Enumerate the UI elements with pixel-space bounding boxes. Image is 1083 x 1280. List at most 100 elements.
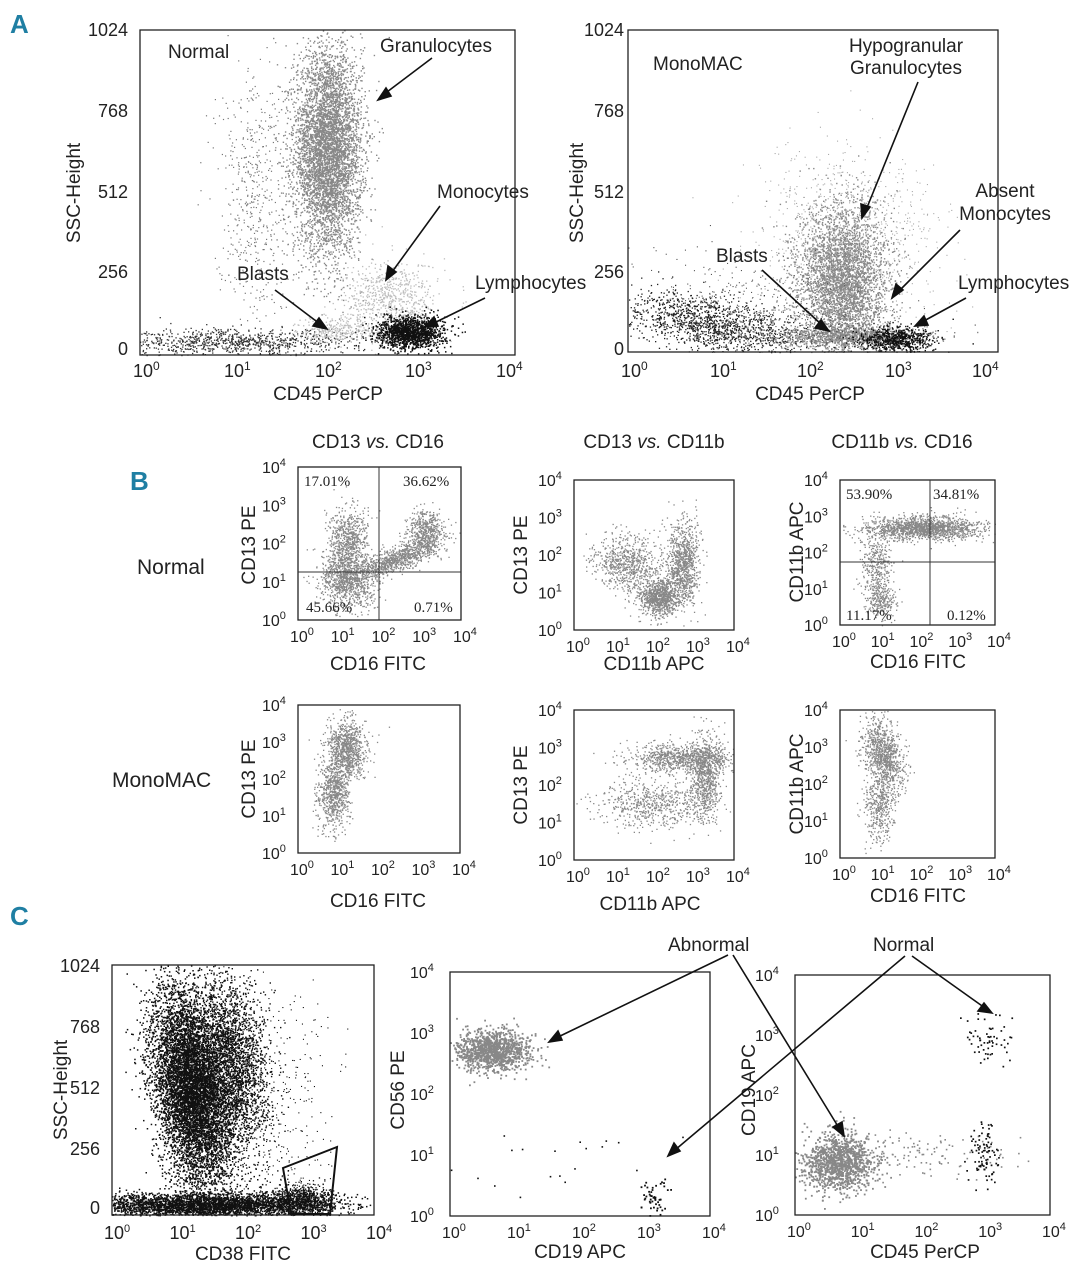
event-dot xyxy=(288,99,289,100)
event-dot xyxy=(301,137,302,138)
event-dot xyxy=(319,144,320,145)
event-dot xyxy=(336,91,337,92)
event-dot xyxy=(320,194,321,195)
event-dot xyxy=(351,131,352,132)
event-dot xyxy=(325,59,326,60)
event-dot xyxy=(382,128,383,129)
event-dot xyxy=(308,43,309,44)
event-dot xyxy=(330,238,331,239)
event-dot xyxy=(367,170,368,171)
event-dot xyxy=(314,279,315,280)
event-dot xyxy=(356,197,357,198)
event-dot xyxy=(314,146,315,147)
event-dot xyxy=(347,240,348,241)
event-dot xyxy=(309,122,310,123)
event-dot xyxy=(301,149,302,150)
event-dot xyxy=(344,69,345,70)
event-dot xyxy=(340,236,341,237)
event-dot xyxy=(333,79,334,80)
event-dot xyxy=(298,89,299,90)
event-dot xyxy=(329,82,330,83)
event-dot xyxy=(334,94,335,95)
event-dot xyxy=(351,223,352,224)
event-dot xyxy=(335,193,336,194)
event-dot xyxy=(306,139,307,140)
event-dot xyxy=(328,84,329,85)
event-dot xyxy=(348,115,349,116)
event-dot xyxy=(336,231,337,232)
event-dot xyxy=(349,105,350,106)
event-dot xyxy=(376,155,377,156)
event-dot xyxy=(296,183,297,184)
event-dot xyxy=(333,232,334,233)
event-dot xyxy=(295,205,296,206)
event-dot xyxy=(348,153,349,154)
event-dot xyxy=(319,103,320,104)
event-dot xyxy=(344,228,345,229)
event-dot xyxy=(356,77,357,78)
event-dot xyxy=(308,233,309,234)
event-dot xyxy=(333,257,334,258)
event-dot xyxy=(353,251,354,252)
event-dot xyxy=(313,256,314,257)
event-dot xyxy=(325,111,326,112)
event-dot xyxy=(316,100,317,101)
event-dot xyxy=(356,129,357,130)
event-dot xyxy=(314,106,315,107)
event-dot xyxy=(309,201,310,202)
event-dot xyxy=(319,191,320,192)
event-dot xyxy=(329,155,330,156)
event-dot xyxy=(289,111,290,112)
event-dot xyxy=(317,151,318,152)
event-dot xyxy=(355,163,356,164)
event-dot xyxy=(317,192,318,193)
event-dot xyxy=(338,110,339,111)
event-dot xyxy=(344,244,345,245)
event-dot xyxy=(325,240,326,241)
event-dot xyxy=(311,66,312,67)
event-dot xyxy=(345,93,346,94)
event-dot xyxy=(320,128,321,129)
event-dot xyxy=(331,145,332,146)
event-dot xyxy=(293,67,294,68)
event-dot xyxy=(309,226,310,227)
event-dot xyxy=(318,132,319,133)
event-dot xyxy=(333,72,334,73)
event-dot xyxy=(356,167,357,168)
panel-label-c: C xyxy=(10,901,29,931)
event-dot xyxy=(297,188,298,189)
event-dot xyxy=(350,71,351,72)
event-dot xyxy=(322,93,323,94)
event-dot xyxy=(313,162,314,163)
event-dot xyxy=(313,99,314,100)
event-dot xyxy=(313,98,314,99)
event-dot xyxy=(314,243,315,244)
event-dot xyxy=(310,92,311,93)
event-dot xyxy=(355,328,356,329)
event-dot xyxy=(310,40,311,41)
event-dot xyxy=(290,119,291,120)
event-dot xyxy=(330,272,331,273)
event-dot xyxy=(362,68,363,69)
event-dot xyxy=(350,213,351,214)
event-dot xyxy=(313,153,314,154)
event-dot xyxy=(318,119,319,120)
event-dot xyxy=(294,142,295,143)
event-dot xyxy=(334,147,335,148)
event-dot xyxy=(301,147,302,148)
event-dot xyxy=(318,157,319,158)
event-dot xyxy=(312,62,313,63)
event-dot xyxy=(296,74,297,75)
event-dot xyxy=(337,63,338,64)
event-dot xyxy=(372,138,373,139)
event-dot xyxy=(337,137,338,138)
event-dot xyxy=(327,143,328,144)
event-dot xyxy=(353,111,354,112)
event-dot xyxy=(319,163,320,164)
event-dot xyxy=(326,65,327,66)
event-dot xyxy=(321,131,322,132)
event-dot xyxy=(332,214,333,215)
event-dot xyxy=(354,115,355,116)
event-dot xyxy=(310,257,311,258)
event-dot xyxy=(378,81,379,82)
